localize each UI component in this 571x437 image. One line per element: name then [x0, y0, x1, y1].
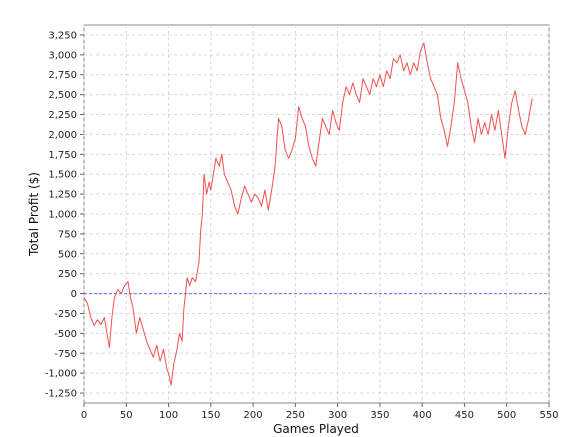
y-tick-label: -750 — [54, 349, 77, 360]
x-tick-label: 100 — [159, 410, 178, 421]
y-tick-label: -250 — [54, 309, 77, 320]
y-tick-label: 0 — [71, 289, 77, 300]
y-tick-label: 1,000 — [48, 210, 77, 221]
y-tick-label: 1,750 — [48, 150, 77, 161]
x-tick-label: 200 — [244, 410, 263, 421]
y-tick-label: 3,000 — [48, 50, 77, 61]
y-tick-label: 3,250 — [48, 30, 77, 41]
y-axis: -1,250 -1,000 -750 -500 -250 0 250 500 750 1,000 1… — [45, 30, 84, 400]
x-axis: 0 50 100 150 200 250 300 350 400 450 500 550 — [81, 403, 559, 421]
y-tick-label: 250 — [58, 269, 77, 280]
plot-area — [83, 24, 550, 404]
grid — [83, 25, 550, 403]
y-tick-label: -1,250 — [45, 389, 77, 400]
x-tick-label: 300 — [328, 410, 347, 421]
y-tick-label: 2,750 — [48, 70, 77, 81]
y-tick-label: 500 — [58, 249, 77, 260]
x-tick-label: 550 — [539, 410, 558, 421]
x-tick-label: 50 — [120, 410, 133, 421]
y-tick-label: 750 — [58, 229, 77, 240]
x-tick-label: 400 — [413, 410, 432, 421]
x-tick-label: 350 — [370, 410, 389, 421]
x-axis-label: Games Played — [273, 422, 359, 436]
x-tick-label: 250 — [286, 410, 305, 421]
series-layer — [83, 42, 533, 386]
y-tick-label: 2,500 — [48, 90, 77, 101]
y-tick-label: 1,500 — [48, 170, 77, 181]
y-axis-label: Total Profit ($) — [27, 172, 41, 257]
x-tick-label: 0 — [81, 410, 87, 421]
series-line-0 — [83, 42, 533, 386]
y-tick-label: 1,250 — [48, 190, 77, 201]
x-tick-label: 450 — [455, 410, 474, 421]
y-tick-label: -500 — [54, 329, 77, 340]
y-tick-label: -1,000 — [45, 369, 77, 380]
y-tick-label: 2,000 — [48, 130, 77, 141]
x-tick-label: 500 — [497, 410, 516, 421]
y-tick-label: 2,250 — [48, 110, 77, 121]
x-tick-label: 150 — [201, 410, 220, 421]
